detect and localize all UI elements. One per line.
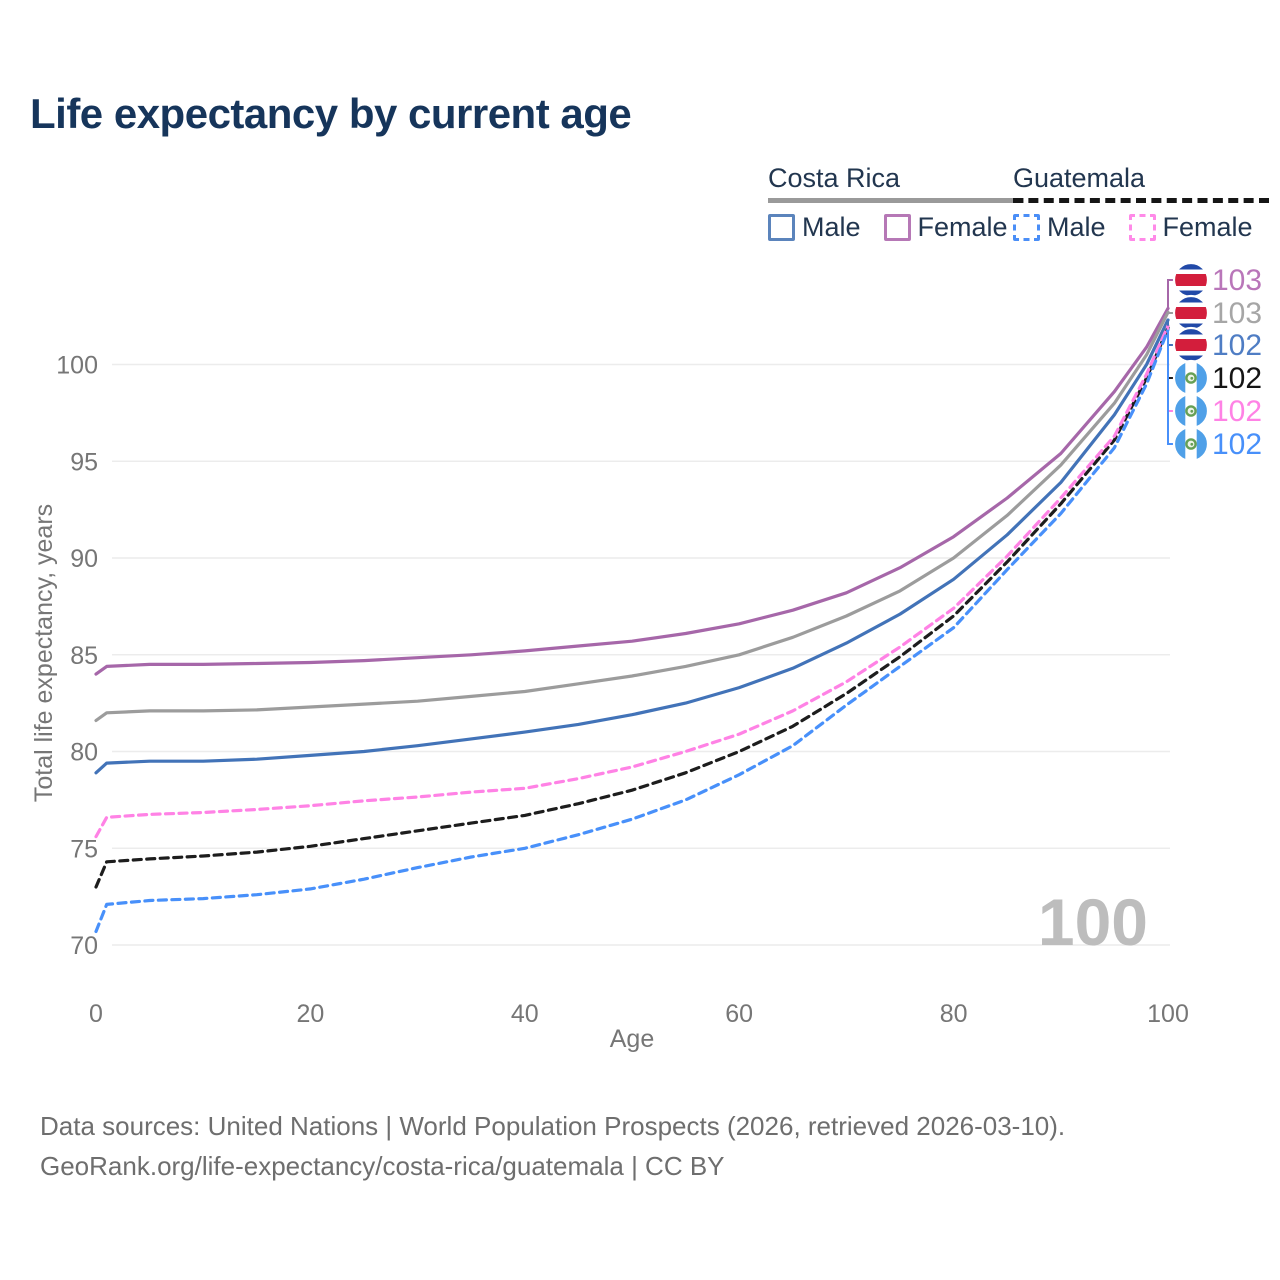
legend-costa-rica: Costa Rica Male Female [768,163,1024,243]
end-value-label: 102 [1212,428,1262,461]
end-value-label: 102 [1212,362,1262,395]
costa-rica-female-checkbox[interactable] [883,214,911,241]
costa-rica-male-checkbox[interactable] [768,214,795,241]
x-axis-title: Age [610,1025,654,1053]
costa-rica-flag-icon [1172,294,1210,332]
y-tick-label: 85 [70,642,98,670]
guatemala-female-checkbox[interactable] [1128,214,1156,241]
series-line-costa-rica-male[interactable] [94,318,1170,775]
x-tick-label: 20 [296,1000,324,1028]
legend-item-costa-rica-female[interactable]: Female [883,212,1008,243]
x-tick-label: 40 [511,1000,539,1028]
x-tick-label: 0 [89,1000,103,1028]
x-axis-tick-labels: 0 20 40 60 80 100 [89,1000,1189,1028]
legend-item-guatemala-female[interactable]: Female [1128,212,1253,243]
end-value-label: 103 [1212,264,1262,297]
connector [1167,312,1174,314]
x-tick-label: 60 [725,1000,753,1028]
end-value-label: 102 [1212,395,1262,428]
page-title: Life expectancy by current age [30,90,632,137]
series-line-costa-rica-female[interactable] [94,306,1170,676]
age-watermark: 100 [1038,885,1148,959]
footer-link: GeoRank.org/life-expectancy/costa-rica/g… [40,1151,725,1181]
y-tick-label: 80 [70,739,98,767]
guatemala-flag-icon [1172,359,1210,397]
costa-rica-male-label: Male [802,212,861,242]
y-tick-label: 70 [70,932,98,960]
series-line-guatemala-female[interactable] [94,324,1170,839]
connector [1167,279,1174,309]
y-axis-tick-labels: 70 75 80 85 90 95 100 [56,352,98,961]
costa-rica-female-label: Female [917,212,1008,242]
y-tick-label: 75 [70,835,98,863]
end-value-label: 103 [1212,297,1262,330]
legend-costa-rica-title: Costa Rica [768,163,901,193]
y-tick-label: 90 [70,545,98,573]
legend-guatemala-title: Guatemala [1013,163,1146,193]
series-line-costa-rica-both-sexes[interactable] [94,310,1170,723]
series-line-guatemala-both-sexes[interactable] [94,326,1170,889]
x-tick-label: 100 [1147,1000,1189,1028]
guatemala-flag-icon [1172,425,1210,463]
end-value-label: 102 [1212,329,1262,362]
guatemala-flag-icon [1172,392,1210,430]
legend-item-costa-rica-male[interactable]: Male [768,212,861,243]
end-label-connectors [1167,279,1174,445]
series-line-guatemala-male[interactable] [94,328,1170,934]
end-label-flags [1172,261,1210,463]
costa-rica-flag-icon [1172,261,1210,299]
series-lines [94,306,1170,934]
y-axis-title: Total life expectancy, years [30,504,58,802]
guatemala-female-label: Female [1162,212,1253,242]
connector [1167,329,1174,445]
y-tick-label: 95 [70,448,98,476]
costa-rica-flag-icon [1172,326,1210,364]
footer: Data sources: United Nations | World Pop… [40,1106,1065,1186]
guatemala-line-swatch [1013,198,1269,203]
footer-sources: Data sources: United Nations | World Pop… [40,1111,1066,1141]
y-tick-label: 100 [56,352,98,380]
costa-rica-line-swatch [768,198,1024,203]
guatemala-male-checkbox[interactable] [1013,214,1040,241]
legend-guatemala: Guatemala Male Female [1013,163,1269,243]
x-tick-label: 80 [940,1000,968,1028]
legend-item-guatemala-male[interactable]: Male [1013,212,1106,243]
guatemala-male-label: Male [1047,212,1106,242]
gridlines [112,363,1170,946]
